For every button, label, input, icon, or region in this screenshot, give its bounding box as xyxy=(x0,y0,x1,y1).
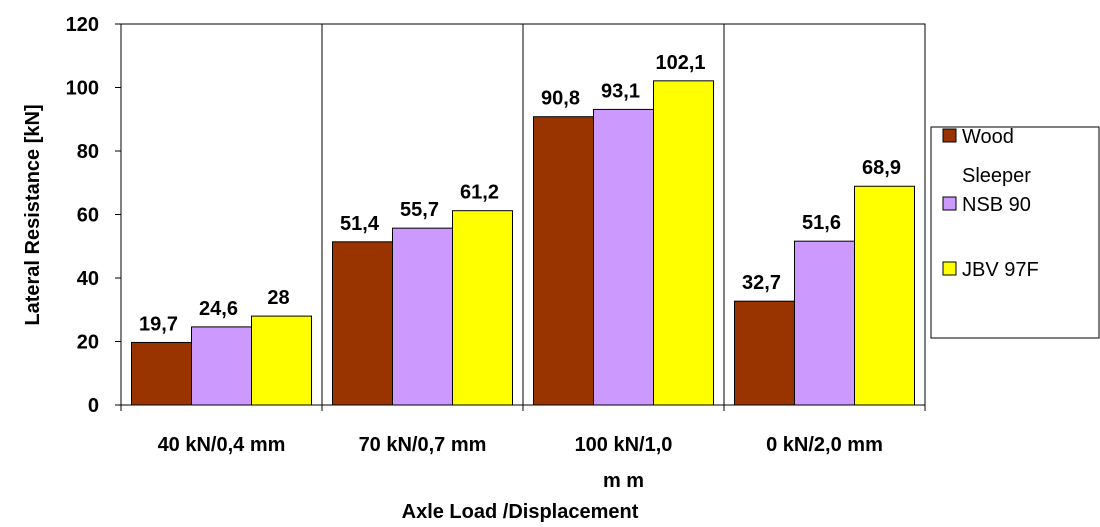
legend-box xyxy=(930,126,1100,339)
x-tick-label: 100 kN/1,0 xyxy=(575,434,673,456)
data-label: 24,6 xyxy=(199,298,238,320)
data-label: 32,7 xyxy=(742,272,781,294)
data-label: 102,1 xyxy=(655,52,705,74)
legend-swatch xyxy=(942,128,957,143)
bar xyxy=(131,341,192,406)
data-label: 93,1 xyxy=(601,80,640,102)
bar xyxy=(593,108,654,406)
bar xyxy=(332,241,393,406)
bar xyxy=(533,116,594,406)
x-tick-label: m m xyxy=(603,470,644,492)
bar xyxy=(653,80,714,406)
y-tick-label: 20 xyxy=(77,332,99,354)
legend-label: Wood xyxy=(962,126,1014,148)
legend-label: NSB 90 xyxy=(962,194,1031,216)
data-labels: 19,7 51,4 90,8 32,7 24,6 55,7 93,1 51,6 28 61,2 10… xyxy=(139,52,901,336)
legend-label: JBV 97F xyxy=(962,259,1039,281)
y-tick-label: 0 xyxy=(88,395,99,417)
bar xyxy=(794,240,855,406)
axes: 0 20 40 60 80 100 120 40 kN/0,4 mm 70 kN/0,7 mm 1… xyxy=(66,14,926,492)
y-tick-label: 60 xyxy=(77,205,99,227)
bar xyxy=(251,315,312,406)
data-label: 51,6 xyxy=(802,212,841,234)
y-tick-label: 40 xyxy=(77,268,99,290)
x-tick-label: 40 kN/0,4 mm xyxy=(158,434,286,456)
data-label: 19,7 xyxy=(139,313,178,335)
bar xyxy=(854,185,915,406)
legend-label: Sleeper xyxy=(962,165,1031,187)
y-axis-title: Lateral Resistance [kN] xyxy=(22,104,44,325)
data-label: 61,2 xyxy=(460,182,499,204)
bar xyxy=(191,326,252,406)
bar xyxy=(734,300,795,406)
x-tick-label: 70 kN/0,7 mm xyxy=(359,434,487,456)
x-tick-label: 0 kN/2,0 mm xyxy=(766,434,883,456)
legend-swatch xyxy=(942,261,957,276)
data-label: 68,9 xyxy=(862,157,901,179)
y-tick-label: 100 xyxy=(66,78,99,100)
data-label: 90,8 xyxy=(541,88,580,110)
legend-swatch xyxy=(942,196,957,211)
y-tick-label: 120 xyxy=(66,14,99,36)
bar xyxy=(392,227,453,406)
bar xyxy=(452,210,513,406)
legend: Wood Sleeper NSB 90 JBV 97F xyxy=(930,126,1100,339)
x-axis-title: Axle Load /Displacement xyxy=(402,501,639,523)
bars xyxy=(131,80,915,406)
y-tick-label: 80 xyxy=(77,141,99,163)
data-label: 55,7 xyxy=(400,199,439,221)
data-label: 28 xyxy=(267,287,289,309)
data-label: 51,4 xyxy=(340,213,380,235)
